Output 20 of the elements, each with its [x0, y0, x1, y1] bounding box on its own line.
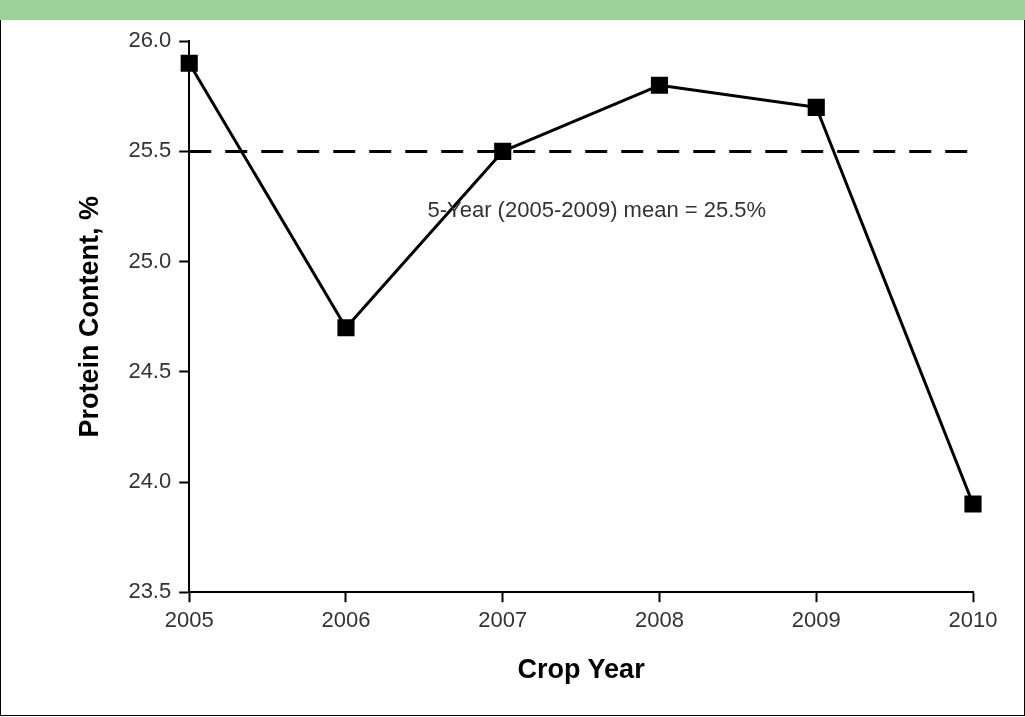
x-tick-label: 2010	[948, 607, 998, 633]
y-tick-label: 25.0	[128, 247, 172, 273]
y-tick-label: 23.5	[128, 578, 172, 604]
x-tick-label: 2005	[164, 607, 214, 633]
point	[494, 142, 512, 160]
point	[964, 495, 982, 513]
x-tick-label: 2008	[635, 607, 684, 633]
y-axis-title: Protein Content, %	[73, 195, 104, 438]
x-tick-label: 2009	[791, 607, 841, 633]
point	[180, 54, 198, 72]
point	[650, 76, 669, 94]
y-tick-label: 24.0	[128, 468, 172, 494]
point	[337, 319, 355, 337]
y-tick-label: 24.5	[128, 357, 172, 383]
y-tick-label: 26.0	[128, 27, 172, 53]
y-tick-label: 25.5	[128, 137, 172, 163]
x-tick-label: 2006	[321, 607, 371, 633]
x-tick-label: 2007	[478, 607, 528, 633]
x-axis-title: Crop Year	[517, 654, 646, 685]
point	[807, 98, 825, 116]
